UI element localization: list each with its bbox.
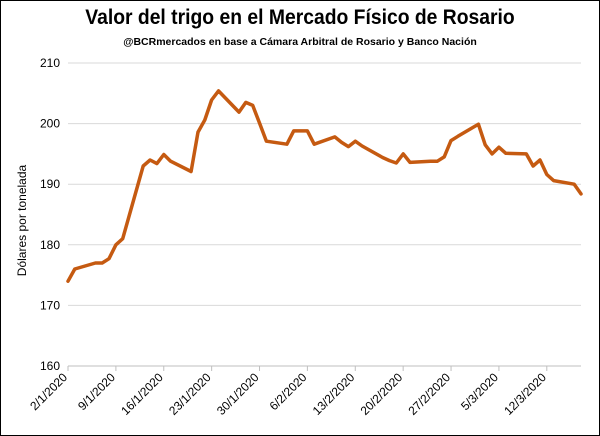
- y-tick-label: 210: [40, 56, 60, 70]
- y-tick-label: 190: [40, 177, 60, 191]
- series-line: [66, 89, 583, 283]
- y-tick-label: 170: [40, 298, 60, 312]
- axes: 160 170 180 190 200 210 2/1/2020 9/1/2020 16/1/2…: [27, 56, 581, 418]
- y-tick-label: 160: [40, 359, 60, 373]
- x-tick-label: 12/3/2020: [501, 370, 549, 418]
- chart-title: Valor del trigo en el Mercado Físico de …: [85, 6, 515, 29]
- x-tick-label: 30/1/2020: [214, 370, 262, 418]
- series-layer: [66, 89, 583, 283]
- y-axis-title: Dólares por tonelada: [15, 164, 29, 276]
- x-tick-label: 13/2/2020: [310, 370, 358, 418]
- x-tick-label: 9/1/2020: [75, 370, 118, 413]
- gridlines: [68, 62, 581, 306]
- chart-subtitle: @BCRmercados en base a Cámara Arbitral d…: [123, 36, 477, 48]
- x-tick-label: 2/1/2020: [27, 370, 70, 413]
- x-tick-label: 20/2/2020: [358, 370, 406, 418]
- x-tick-label: 5/3/2020: [458, 370, 501, 413]
- y-tick-label: 200: [40, 117, 60, 131]
- x-tick-label: 27/2/2020: [406, 370, 454, 418]
- x-tick-label: 6/2/2020: [267, 370, 310, 413]
- x-tick-label: 16/1/2020: [118, 370, 166, 418]
- y-tick-label: 180: [40, 238, 60, 252]
- x-tick-label: 23/1/2020: [166, 370, 214, 418]
